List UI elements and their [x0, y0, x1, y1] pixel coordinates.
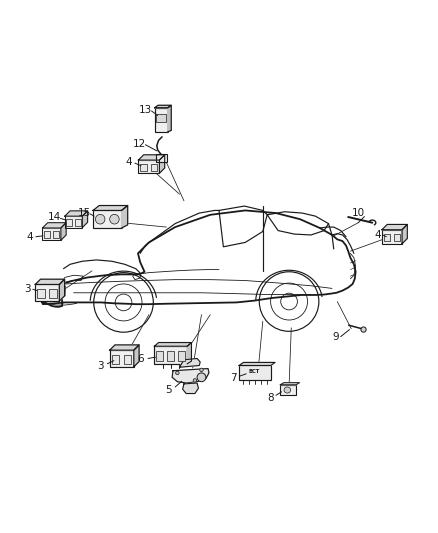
Bar [49, 289, 57, 298]
Bar [384, 233, 390, 241]
Bar [151, 164, 157, 171]
Polygon shape [239, 362, 275, 366]
Bar [156, 155, 167, 162]
Bar [239, 366, 271, 379]
Polygon shape [35, 279, 65, 285]
Text: 9: 9 [332, 333, 339, 343]
Bar [75, 220, 81, 225]
Bar [382, 230, 402, 244]
Polygon shape [65, 211, 88, 216]
Text: 6: 6 [138, 354, 145, 365]
Polygon shape [402, 224, 407, 244]
Polygon shape [159, 155, 165, 173]
Polygon shape [138, 155, 165, 160]
Text: 12: 12 [133, 139, 146, 149]
Bar [37, 289, 45, 298]
Polygon shape [121, 206, 128, 228]
Bar [154, 346, 187, 364]
Bar [53, 231, 59, 238]
Polygon shape [155, 106, 171, 108]
Text: BCT: BCT [248, 369, 260, 374]
Text: 10: 10 [352, 208, 365, 218]
Bar [44, 231, 50, 238]
Polygon shape [280, 383, 300, 385]
Bar [280, 385, 296, 395]
Bar [65, 216, 82, 228]
Bar [66, 220, 72, 225]
Ellipse shape [284, 387, 291, 393]
Polygon shape [154, 343, 191, 346]
Polygon shape [183, 383, 198, 393]
Text: 4: 4 [26, 232, 33, 242]
Polygon shape [42, 223, 66, 228]
Bar [112, 355, 119, 364]
Bar [110, 350, 134, 367]
Polygon shape [82, 211, 88, 228]
Circle shape [197, 373, 206, 382]
Ellipse shape [110, 214, 119, 224]
Polygon shape [168, 106, 171, 132]
Text: 4: 4 [126, 157, 133, 167]
Text: 15: 15 [78, 208, 91, 218]
Polygon shape [110, 345, 139, 350]
Polygon shape [382, 224, 407, 230]
Bar [155, 108, 168, 132]
Text: 3: 3 [24, 284, 31, 294]
Polygon shape [60, 279, 65, 301]
Text: 7: 7 [230, 373, 237, 383]
Text: 8: 8 [267, 393, 274, 403]
Polygon shape [180, 359, 200, 367]
Text: 3: 3 [97, 361, 104, 372]
Bar [178, 351, 185, 361]
Text: 5: 5 [165, 385, 172, 395]
Bar [42, 228, 61, 240]
Bar [35, 285, 60, 301]
Ellipse shape [95, 214, 105, 224]
Bar [167, 351, 174, 361]
Polygon shape [187, 343, 191, 364]
Bar [156, 114, 166, 122]
Circle shape [200, 368, 203, 372]
Text: 4: 4 [374, 230, 381, 240]
Polygon shape [172, 368, 209, 383]
Bar [394, 233, 400, 241]
Bar [140, 164, 147, 171]
Polygon shape [134, 345, 139, 367]
Text: 14: 14 [48, 212, 61, 222]
Bar [156, 351, 163, 361]
Bar [93, 211, 121, 228]
Polygon shape [93, 206, 128, 211]
Text: 13: 13 [139, 104, 152, 115]
Circle shape [193, 378, 197, 382]
Bar [124, 355, 131, 364]
Circle shape [361, 327, 366, 332]
Circle shape [176, 371, 179, 375]
Polygon shape [61, 223, 66, 240]
Bar [138, 160, 159, 173]
